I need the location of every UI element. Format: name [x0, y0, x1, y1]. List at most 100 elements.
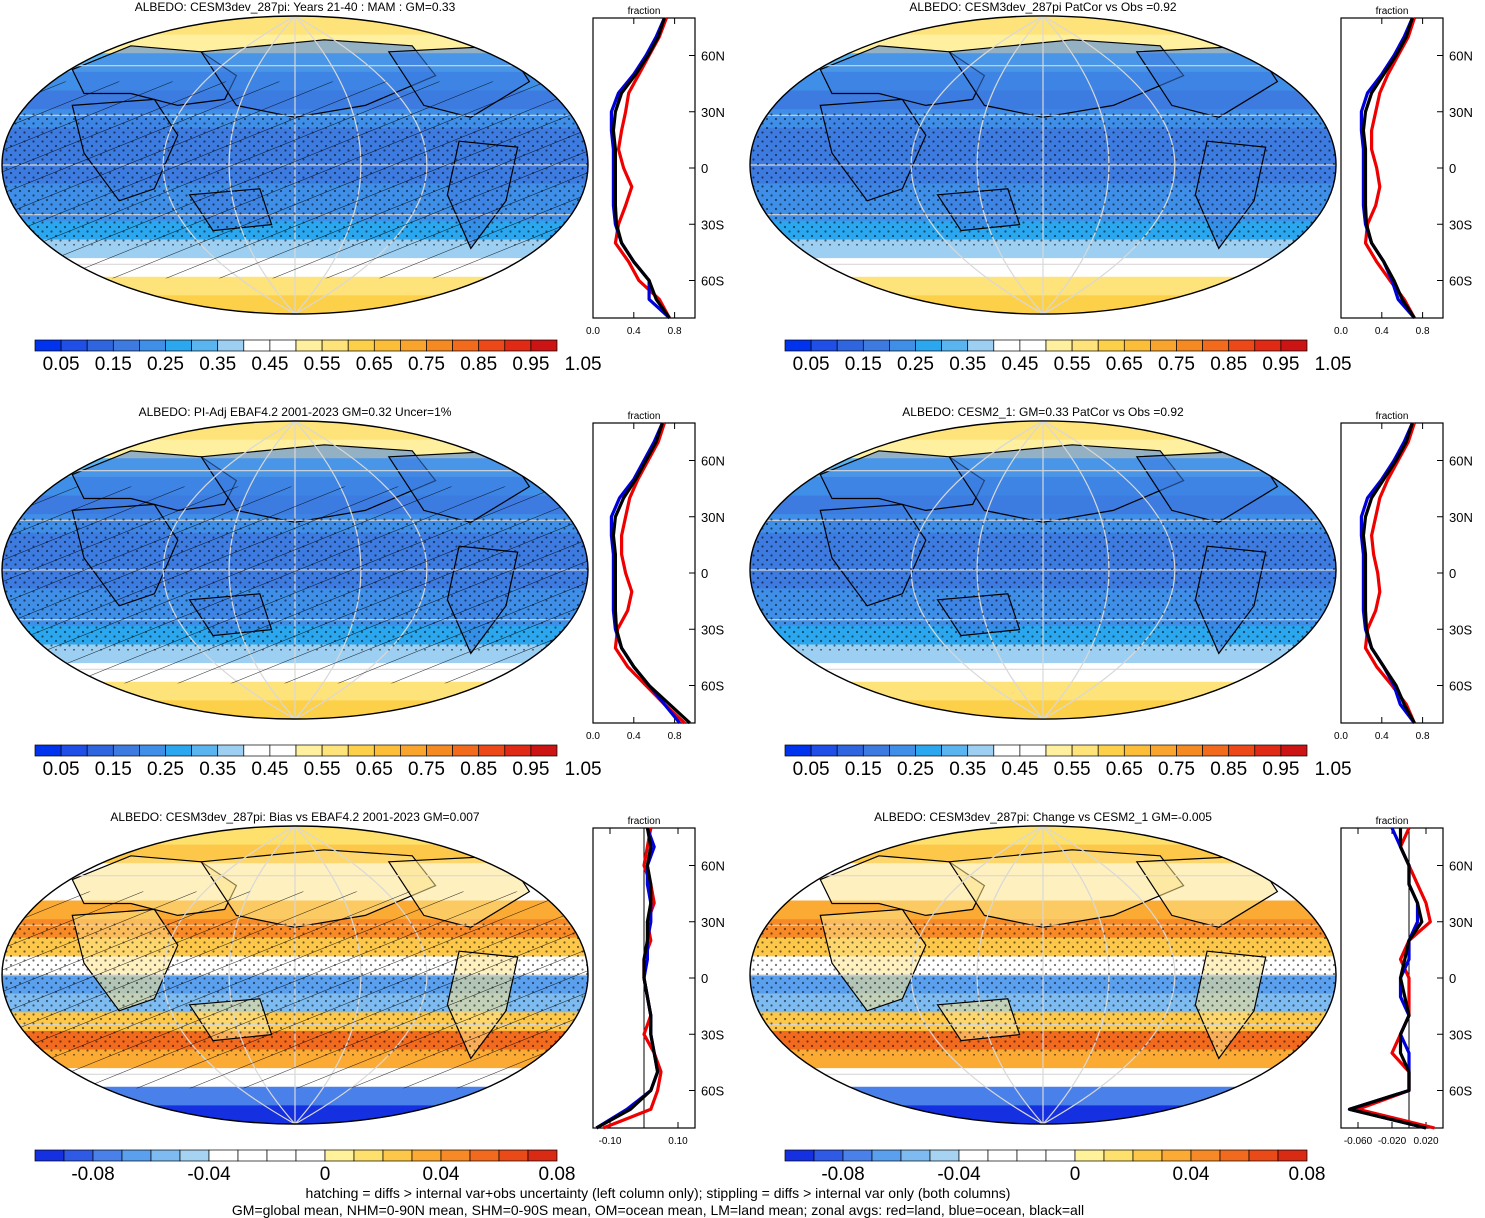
zonal-xlabel: 0.4 [627, 326, 641, 337]
zonal-line-all [1361, 17, 1416, 319]
colorbar-swatch [452, 339, 480, 352]
colorbar-label: 0.75 [1158, 354, 1195, 375]
colorbar-swatch [498, 1149, 529, 1162]
colorbar: 0.05 0.15 0.25 0.35 0.45 0.55 0.65 0.75 0.85 0.95… [34, 744, 602, 780]
colorbar-swatch [478, 744, 506, 757]
colorbar-swatch [958, 1149, 989, 1162]
colorbar-swatch [862, 339, 890, 352]
colorbar-label: -0.04 [937, 1164, 981, 1185]
zonal-ylabel: 60S [701, 274, 724, 289]
chart-panel-3: ALBEDO: PI-Adj EBAF4.2 2001-2023 GM=0.32… [1, 405, 725, 780]
zonal-ylabel: 30S [1449, 622, 1472, 637]
zonal-ylabel: 0 [701, 566, 708, 581]
colorbar-label: 0.25 [897, 354, 934, 375]
colorbar-swatch [373, 744, 401, 757]
colorbar-swatch [112, 339, 140, 352]
zonal-frame [592, 422, 696, 724]
zonal-profile: fraction 60N 30N 0 30S 60S -0.060 -0.020 0.020 [1340, 816, 1473, 1147]
colorbar-swatch [915, 339, 942, 352]
colorbar-swatch [217, 744, 245, 757]
colorbar-swatch [1190, 1149, 1221, 1162]
colorbar-swatch [63, 1149, 94, 1162]
zonal-title: fraction [628, 411, 661, 422]
zonal-line-land [613, 422, 686, 725]
colorbar-label: 0.95 [512, 759, 549, 780]
colorbar-swatch [813, 1149, 844, 1162]
stippling-overlay [750, 921, 1336, 1056]
colorbar-swatch [1132, 1149, 1163, 1162]
map-field [2, 16, 588, 314]
zonal-profile: fraction 60N 30N 0 30S 60S 0.0 0.4 0.8 [1334, 6, 1473, 337]
colorbar-swatch [941, 339, 969, 352]
map-title: ALBEDO: CESM3dev_287pi PatCor vs Obs =0.… [909, 0, 1176, 14]
colorbar-swatch [1161, 1149, 1192, 1162]
colorbar-swatch [1097, 339, 1125, 352]
colorbar-swatch [1150, 744, 1177, 757]
zonal-line-all [1347, 828, 1427, 1130]
colorbar-swatch [1045, 1149, 1076, 1162]
zonal-title: fraction [1376, 411, 1409, 422]
colorbar-swatch [266, 1149, 297, 1162]
colorbar-swatch [34, 1149, 65, 1162]
colorbar-swatch [1176, 339, 1203, 352]
colorbar-swatch [208, 1149, 239, 1162]
colorbar-label: 0.65 [356, 759, 393, 780]
colorbar-swatch [217, 339, 245, 352]
colorbar-swatch [1123, 744, 1151, 757]
colorbar-label: 0.85 [460, 759, 497, 780]
colorbar-swatch [139, 744, 166, 757]
colorbar-swatch [1254, 339, 1282, 352]
map-field [750, 825, 1336, 1125]
zonal-xlabel: 0.4 [1375, 731, 1389, 742]
colorbar-label: -0.08 [821, 1164, 864, 1185]
colorbar-label: 0.75 [408, 759, 445, 780]
zonal-ylabel: 0 [1449, 566, 1456, 581]
stippling-overlay [2, 111, 588, 246]
colorbar-swatch [269, 744, 297, 757]
colorbar-swatch [34, 339, 62, 352]
zonal-profile: fraction 60N 30N 0 30S 60S 0.0 0.4 0.8 [1334, 411, 1473, 742]
colorbar-label: 0.85 [1210, 759, 1247, 780]
colorbar-swatch [929, 1149, 960, 1162]
colorbar-swatch [112, 744, 140, 757]
colorbar-swatch [1071, 744, 1099, 757]
colorbar-swatch [900, 1149, 931, 1162]
colorbar-swatch [941, 744, 969, 757]
colorbar-swatch [347, 744, 375, 757]
colorbar-swatch [382, 1149, 413, 1162]
zonal-ylabel: 30N [1449, 915, 1473, 930]
colorbar-label: 0.85 [460, 354, 497, 375]
colorbar-label: 0 [1070, 1164, 1081, 1185]
map-border [749, 15, 1337, 315]
colorbar-label: 0.95 [1262, 759, 1299, 780]
colorbar-swatch [1016, 1149, 1047, 1162]
zonal-xlabel: -0.060 [1344, 1136, 1373, 1147]
chart-panel-1: ALBEDO: CESM3dev_287pi: Years 21-40 : MA… [1, 0, 725, 375]
zonal-xlabel: 0.0 [586, 731, 600, 742]
zonal-title: fraction [628, 816, 661, 827]
colorbar-swatch [1254, 744, 1282, 757]
colorbar-label: 0.45 [251, 759, 288, 780]
colorbar-swatch [243, 744, 271, 757]
colorbar: -0.08 -0.04 0 0.04 0.08 [34, 1149, 575, 1185]
colorbar-swatch [810, 744, 838, 757]
colorbar: 0.05 0.15 0.25 0.35 0.45 0.55 0.65 0.75 0.85 0.95… [784, 744, 1352, 780]
colorbar-swatch [784, 339, 812, 352]
colorbar-label: 0.05 [43, 759, 80, 780]
map-field [2, 421, 588, 719]
colorbar-label: 0.04 [423, 1164, 460, 1185]
zonal-ylabel: 30S [701, 622, 724, 637]
zonal-xlabel: 0.8 [1416, 326, 1430, 337]
colorbar-label: 0.75 [408, 354, 445, 375]
zonal-xlabel: 0.0 [1334, 326, 1348, 337]
chart-panel-5: ALBEDO: CESM3dev_287pi: Bias vs EBAF4.2 … [1, 810, 725, 1185]
colorbar-swatch [347, 339, 375, 352]
zonal-ylabel: 60N [1449, 859, 1473, 874]
colorbar-swatch [321, 339, 349, 352]
zonal-ylabel: 0 [701, 161, 708, 176]
colorbar-swatch [1045, 744, 1073, 757]
colorbar-swatch [836, 339, 864, 352]
colorbar-swatch [784, 744, 812, 757]
colorbar-swatch [530, 339, 558, 352]
